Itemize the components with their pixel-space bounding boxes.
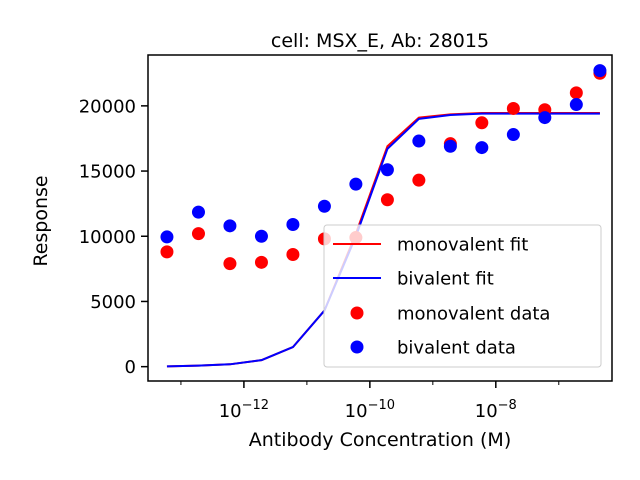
monovalent-data-point [506,101,520,115]
monovalent-data-point [254,255,268,269]
legend: monovalent fit bivalent fit monovalent dat… [323,224,602,368]
legend-label: monovalent data [397,304,550,325]
bivalent-data-point [223,219,237,233]
legend-item: monovalent fit [333,235,528,256]
legend-marker-swatch [350,340,364,354]
legend-label: bivalent data [397,338,516,359]
legend-box [323,224,602,368]
axes-frame [147,54,613,382]
bivalent-data-point [475,141,489,155]
monovalent-data-point [412,173,426,187]
y-tick-label: 0 [125,357,136,378]
legend-label: bivalent fit [397,269,494,290]
monovalent-data-point [286,248,300,262]
legend-item: bivalent fit [333,269,494,290]
monovalent-data-point [160,245,174,259]
legend-item: bivalent data [350,338,516,359]
legend-item: monovalent data [350,304,550,325]
bivalent-data-point [349,177,363,191]
legend-marker-swatch [350,306,364,320]
bivalent-data-point [254,229,268,243]
bivalent-data-point [412,134,426,148]
chart-title: cell: MSX_E, Ab: 28015 [271,30,489,52]
bivalent-data-point [593,64,607,78]
bivalent-data-point [569,98,583,112]
monovalent-data-point [475,116,489,130]
legend-label: monovalent fit [397,235,528,256]
y-tick-label: 5000 [90,292,136,313]
monovalent-data-point [569,86,583,100]
bivalent-data-point [286,218,300,232]
bivalent-data-point [191,205,205,219]
bivalent-fit-line [166,112,600,368]
bivalent-data-point [317,199,331,213]
bivalent-data-point [538,111,552,125]
bivalent-data-point [380,163,394,177]
monovalent-data-point [191,227,205,241]
x-axis-label: Antibody Concentration (M) [249,429,511,451]
y-tick-label: 20000 [79,96,136,117]
monovalent-data-point [223,257,237,271]
y-tick-label: 15000 [79,162,136,183]
y-axis-label: Response [30,175,52,266]
y-tick-label: 10000 [79,227,136,248]
bivalent-data-point [160,230,174,244]
monovalent-data-point [380,193,394,207]
bivalent-data-point [443,139,457,153]
bivalent-data-point [506,128,520,142]
